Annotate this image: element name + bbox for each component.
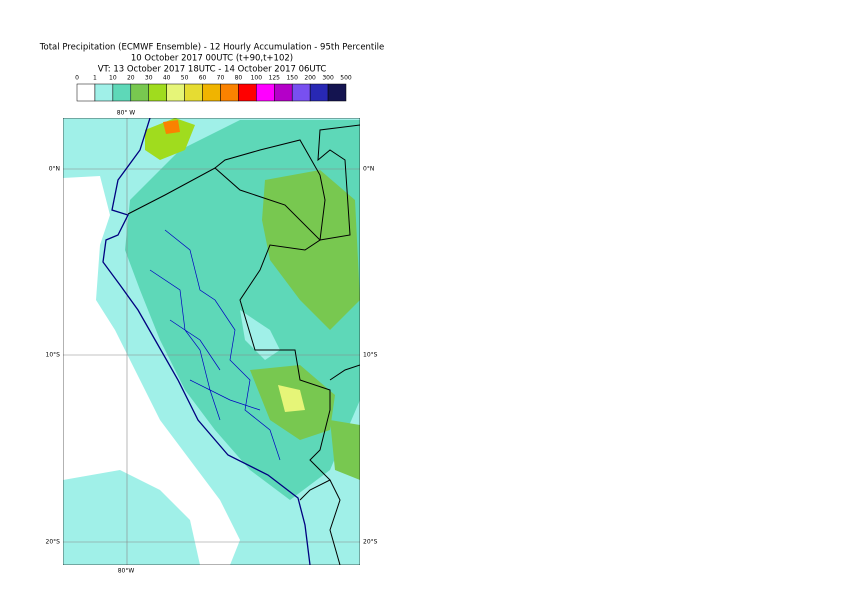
border [329, 364, 360, 565]
legend: 0 1 10 20 30 40 50 60 70 80 100 125 150 200 300 500 [75, 75, 352, 102]
legend-label: 50 [181, 75, 189, 82]
title: Total Precipitation (ECMWF Ensemble) - 1… [39, 43, 384, 53]
legend-swatch [274, 83, 293, 102]
valid-time: VT: 13 October 2017 18UTC - 14 October 2… [98, 65, 327, 75]
field-orange [163, 120, 180, 134]
right-label: 0°N [363, 166, 374, 173]
legend-label: 500 [340, 75, 352, 82]
coastline [102, 118, 311, 565]
legend-label: 80 [235, 75, 243, 82]
legend-swatch [327, 83, 347, 102]
legend-label: 30 [145, 75, 153, 82]
field-green [330, 420, 360, 480]
legend-label: 300 [322, 75, 334, 82]
legend-label: 100 [251, 75, 263, 82]
left-label: 10°S [46, 352, 61, 359]
legend-swatch [76, 83, 96, 102]
field-green [262, 170, 360, 330]
legend-swatch [309, 83, 329, 102]
legend-label: 20 [127, 75, 135, 82]
right-label: 10°S [363, 352, 378, 359]
legend-swatch [291, 83, 311, 102]
legend-label: 40 [163, 75, 171, 82]
border [214, 124, 360, 241]
grid-labels: 80° W 80°W 0°N 10°S 20°S 0°N 10°S 20°S [46, 110, 378, 575]
field-yellow [278, 385, 305, 412]
legend-label: 125 [269, 75, 281, 82]
legend-swatch [166, 83, 185, 102]
top-label: 80° W [117, 110, 136, 117]
legend-swatch [112, 83, 132, 102]
legend-swatch [220, 83, 239, 102]
subtitle: 10 October 2017 00UTC (t+90,t+102) [131, 54, 293, 64]
map [63, 118, 360, 565]
legend-swatch [148, 83, 167, 102]
legend-swatch [94, 83, 114, 102]
dry-area [63, 176, 240, 565]
legend-label: 150 [286, 75, 298, 82]
legend-label: 0 [75, 75, 79, 82]
regions [149, 229, 281, 461]
legend-label: 60 [199, 75, 207, 82]
left-label: 0°N [49, 166, 60, 173]
left-label: 20°S [46, 539, 61, 546]
bottom-label: 80°W [118, 568, 135, 575]
field-light [240, 310, 280, 360]
legend-swatch [256, 83, 275, 102]
legend-swatch [130, 83, 149, 102]
legend-swatch [184, 83, 203, 102]
field-light [63, 470, 200, 565]
right-label: 20°S [363, 539, 378, 546]
legend-label: 1 [93, 75, 97, 82]
legend-label: 200 [304, 75, 316, 82]
legend-swatch [202, 83, 221, 102]
legend-swatch [238, 83, 257, 102]
field-yellow-green [145, 118, 195, 160]
legend-label: 10 [109, 75, 117, 82]
border [127, 167, 331, 501]
legend-label: 70 [217, 75, 225, 82]
